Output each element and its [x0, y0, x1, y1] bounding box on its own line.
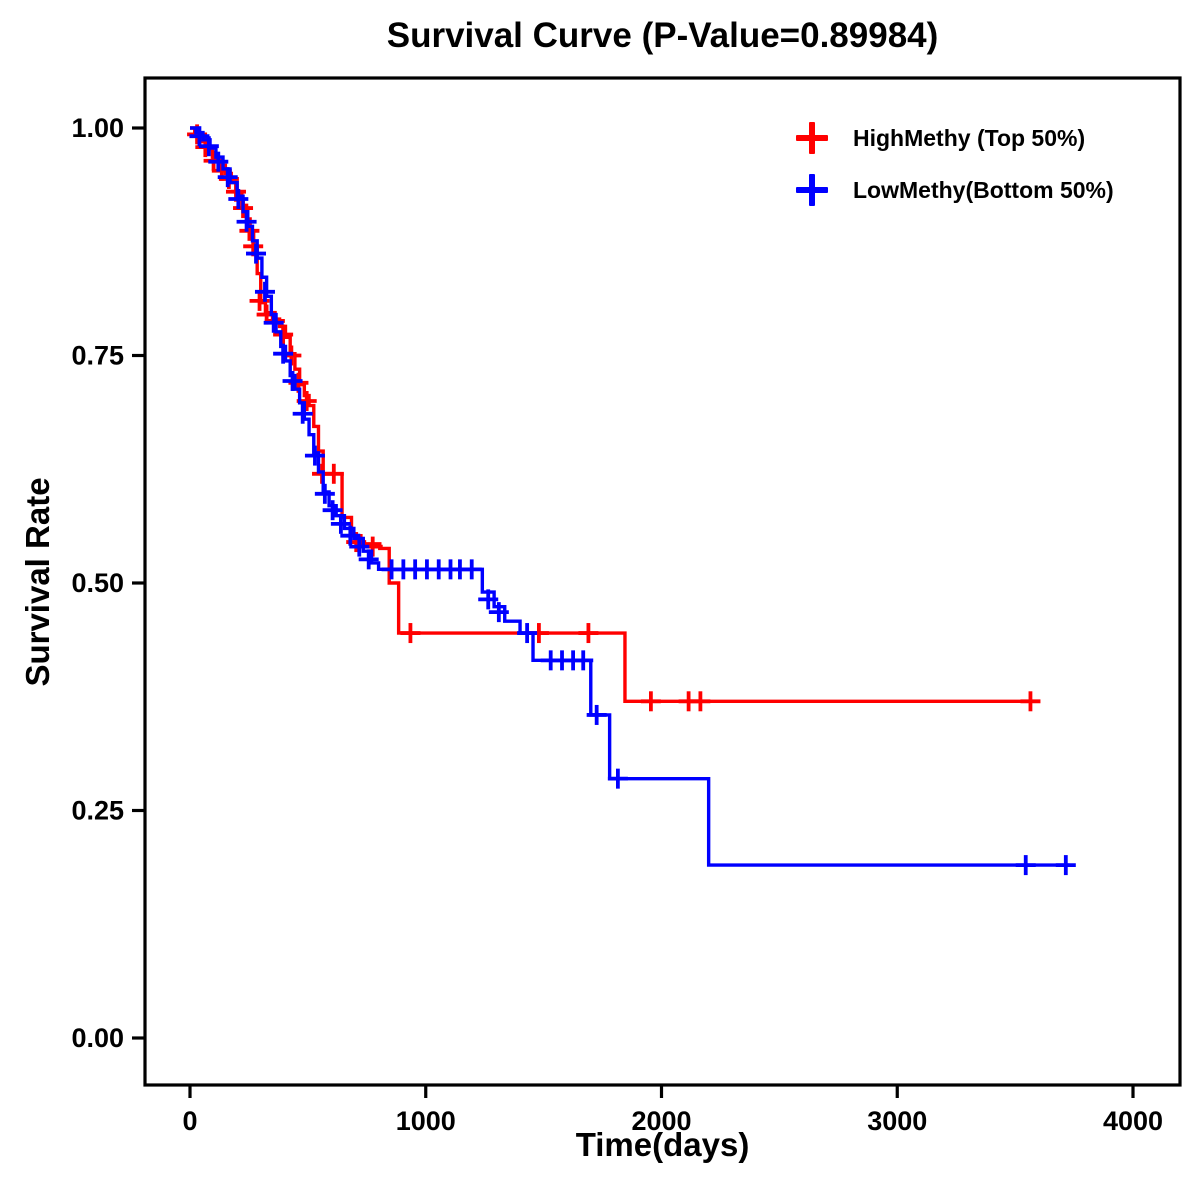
y-tick-label: 0.25 — [71, 796, 124, 826]
y-tick-label: 0.75 — [71, 341, 124, 371]
x-tick-label: 0 — [182, 1106, 197, 1136]
chart-title: Survival Curve (P-Value=0.89984) — [386, 16, 939, 55]
legend-item-highmethy: HighMethy (Top 50%) — [795, 112, 1114, 164]
x-tick-label: 4000 — [1103, 1106, 1163, 1136]
y-tick-label: 0.00 — [71, 1023, 124, 1053]
plot-border — [143, 76, 1182, 1087]
x-tick-label: 3000 — [867, 1106, 927, 1136]
y-tick-label: 1.00 — [71, 113, 124, 143]
x-tick-label: 1000 — [396, 1106, 456, 1136]
x-axis-label: Time(days) — [575, 1126, 750, 1163]
y-axis-label: Survival Rate — [19, 477, 56, 687]
legend-label-lowmethy: LowMethy(Bottom 50%) — [853, 176, 1114, 203]
plus-marker-icon — [795, 121, 829, 155]
x-tick-label: 2000 — [631, 1106, 691, 1136]
legend-item-lowmethy: LowMethy(Bottom 50%) — [795, 164, 1114, 216]
y-tick-label: 0.50 — [71, 568, 124, 598]
legend: HighMethy (Top 50%) LowMethy(Bottom 50%) — [795, 112, 1114, 216]
survival-curve-1 — [190, 126, 1070, 867]
plus-marker-icon — [795, 173, 829, 207]
legend-label-highmethy: HighMethy (Top 50%) — [853, 124, 1086, 151]
